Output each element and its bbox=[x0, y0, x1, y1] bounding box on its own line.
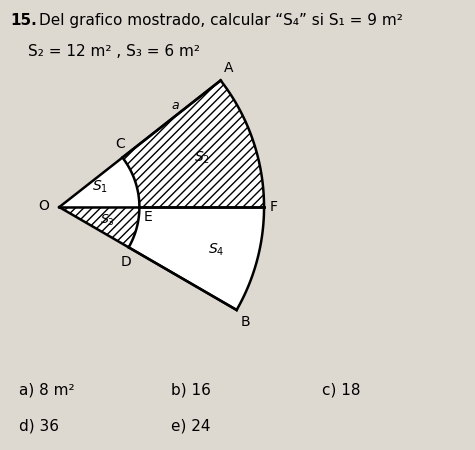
Polygon shape bbox=[59, 158, 139, 207]
Polygon shape bbox=[129, 207, 264, 310]
Text: D: D bbox=[121, 255, 132, 269]
Text: c) 18: c) 18 bbox=[322, 383, 361, 398]
Text: a) 8 m²: a) 8 m² bbox=[19, 383, 75, 398]
Polygon shape bbox=[59, 207, 139, 248]
Polygon shape bbox=[59, 81, 264, 310]
Text: $S_2$: $S_2$ bbox=[194, 149, 210, 166]
Text: A: A bbox=[224, 61, 234, 75]
Text: O: O bbox=[38, 199, 49, 213]
Text: S₂ = 12 m² , S₃ = 6 m²: S₂ = 12 m² , S₃ = 6 m² bbox=[28, 44, 200, 59]
Text: B: B bbox=[241, 315, 251, 329]
Text: 15.: 15. bbox=[10, 13, 37, 27]
Text: a: a bbox=[171, 99, 179, 112]
Text: E: E bbox=[144, 210, 152, 224]
Text: b) 16: b) 16 bbox=[171, 383, 210, 398]
Text: d) 36: d) 36 bbox=[19, 419, 59, 434]
Text: $S_4$: $S_4$ bbox=[208, 241, 224, 257]
Polygon shape bbox=[123, 81, 264, 207]
Text: F: F bbox=[269, 200, 277, 214]
Text: Del grafico mostrado, calcular “S₄” si S₁ = 9 m²: Del grafico mostrado, calcular “S₄” si S… bbox=[39, 13, 403, 27]
Text: $S_3$: $S_3$ bbox=[100, 212, 114, 228]
Text: $S_1$: $S_1$ bbox=[92, 179, 108, 195]
Text: e) 24: e) 24 bbox=[171, 419, 210, 434]
Text: C: C bbox=[115, 137, 125, 151]
